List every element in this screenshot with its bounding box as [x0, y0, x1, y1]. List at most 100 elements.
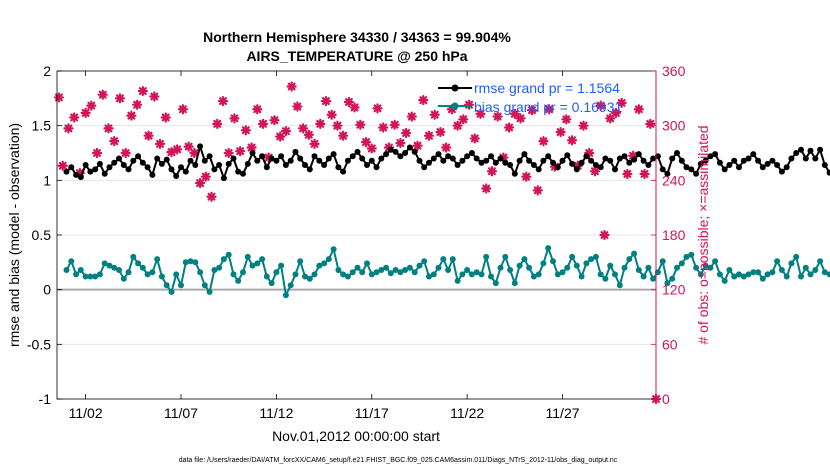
bias-point — [163, 282, 170, 289]
rmse-point — [545, 153, 552, 160]
bias-point — [664, 280, 671, 287]
rmse-point — [588, 157, 595, 164]
rmse-point — [302, 162, 308, 168]
rmse-point — [154, 155, 161, 162]
obs-count-marker — [610, 107, 622, 119]
legend: rmse grand pr = 1.1564 bias grand pr = 0… — [438, 80, 622, 115]
rmse-point — [664, 170, 671, 177]
obs-count-marker — [183, 141, 194, 152]
bias-point — [650, 275, 657, 282]
bias-point — [778, 267, 785, 273]
rmse-point — [244, 160, 251, 167]
bias-point — [249, 262, 256, 269]
bias-point — [745, 271, 752, 278]
bias-point — [120, 275, 127, 282]
bias-point — [268, 280, 275, 287]
y2-tick-label: 300 — [662, 118, 686, 134]
rmse-point — [254, 157, 261, 164]
bias-point — [426, 273, 432, 280]
rmse-point — [340, 168, 347, 175]
bias-point — [240, 269, 246, 276]
bias-point — [454, 277, 461, 284]
bias-point — [225, 251, 232, 258]
obs-count-marker — [561, 114, 572, 125]
rmse-point — [158, 160, 165, 167]
bias-point — [197, 269, 204, 276]
bias-point — [550, 258, 556, 265]
y2-tick-label: 360 — [662, 63, 686, 79]
bias-point — [259, 256, 266, 263]
bias-point — [302, 273, 308, 280]
bias-point — [206, 288, 213, 295]
y2-axis-label: # of obs: o=possible; ×=assimilated — [695, 125, 711, 344]
rmse-point — [540, 157, 547, 164]
rmse-point — [297, 155, 304, 162]
bias-point — [535, 271, 542, 278]
obs-count-marker — [595, 100, 606, 111]
bias-point — [721, 277, 728, 284]
bias-point — [683, 253, 690, 260]
obs-count-marker — [194, 177, 206, 189]
rmse-point — [335, 164, 342, 171]
bias-point — [106, 262, 113, 269]
bias-point — [378, 267, 385, 273]
rmse-point — [426, 159, 432, 166]
obs-count-marker — [566, 135, 578, 146]
obs-count-marker — [633, 104, 644, 115]
rmse-point — [216, 162, 223, 168]
rmse-point — [635, 151, 642, 158]
obs-count-marker — [149, 91, 160, 102]
rmse-point — [292, 148, 299, 155]
bias-point — [63, 267, 70, 273]
rmse-point — [650, 155, 657, 162]
bias-point — [473, 269, 480, 276]
bias-point — [697, 271, 704, 278]
rmse-point — [178, 164, 184, 171]
rmse-point — [702, 157, 709, 164]
obs-count-marker — [492, 111, 503, 122]
bias-point — [464, 267, 471, 273]
bias-point — [230, 271, 237, 278]
obs-count-marker — [509, 108, 520, 119]
rmse-point — [306, 166, 313, 173]
bias-point — [130, 253, 137, 260]
bias-point — [540, 260, 547, 267]
bias-point — [244, 253, 251, 260]
obs-count-marker — [154, 138, 166, 149]
rmse-point — [626, 159, 633, 166]
bias-point — [802, 264, 809, 271]
bias-point — [621, 264, 628, 271]
rmse-point — [77, 174, 84, 181]
chart-subtitle: AIRS_TEMPERATURE @ 250 hPa — [246, 48, 467, 64]
rmse-point — [707, 153, 714, 160]
x-tick-label: 11/17 — [355, 405, 389, 421]
bias-point — [421, 258, 428, 265]
data-file-footer: data file: /Users/raeder/DAI/ATM_forcXX/… — [179, 457, 618, 464]
rmse-point — [554, 164, 561, 171]
bias-point — [530, 273, 537, 280]
rmse-point — [397, 153, 404, 160]
obs-count-marker — [223, 147, 234, 159]
y2-tick-labels: 0 60 120 180 240 300 360 — [662, 63, 686, 407]
rmse-point — [287, 157, 294, 164]
obs-count-marker — [143, 130, 154, 141]
x-tick-label: 11/22 — [450, 405, 484, 421]
obs-count-marker — [257, 118, 269, 129]
bias-point — [359, 269, 366, 276]
obs-count-marker — [114, 93, 126, 104]
bias-point — [707, 264, 714, 271]
y-axis-label: rmse and bias (model - observation) — [6, 123, 22, 347]
bias-point — [640, 273, 647, 280]
obs-count-marker — [389, 119, 400, 130]
rmse-point — [383, 151, 390, 158]
rmse-point — [697, 160, 704, 167]
rmse-point — [535, 166, 542, 173]
obs-count-marker — [206, 191, 217, 202]
rmse-series — [63, 143, 830, 182]
bias-point — [502, 253, 509, 260]
bias-point — [135, 260, 142, 267]
bias-point — [92, 273, 99, 280]
x-tick-label: 11/27 — [546, 405, 580, 421]
obs-count-marker — [622, 168, 633, 180]
rmse-point — [96, 160, 103, 167]
